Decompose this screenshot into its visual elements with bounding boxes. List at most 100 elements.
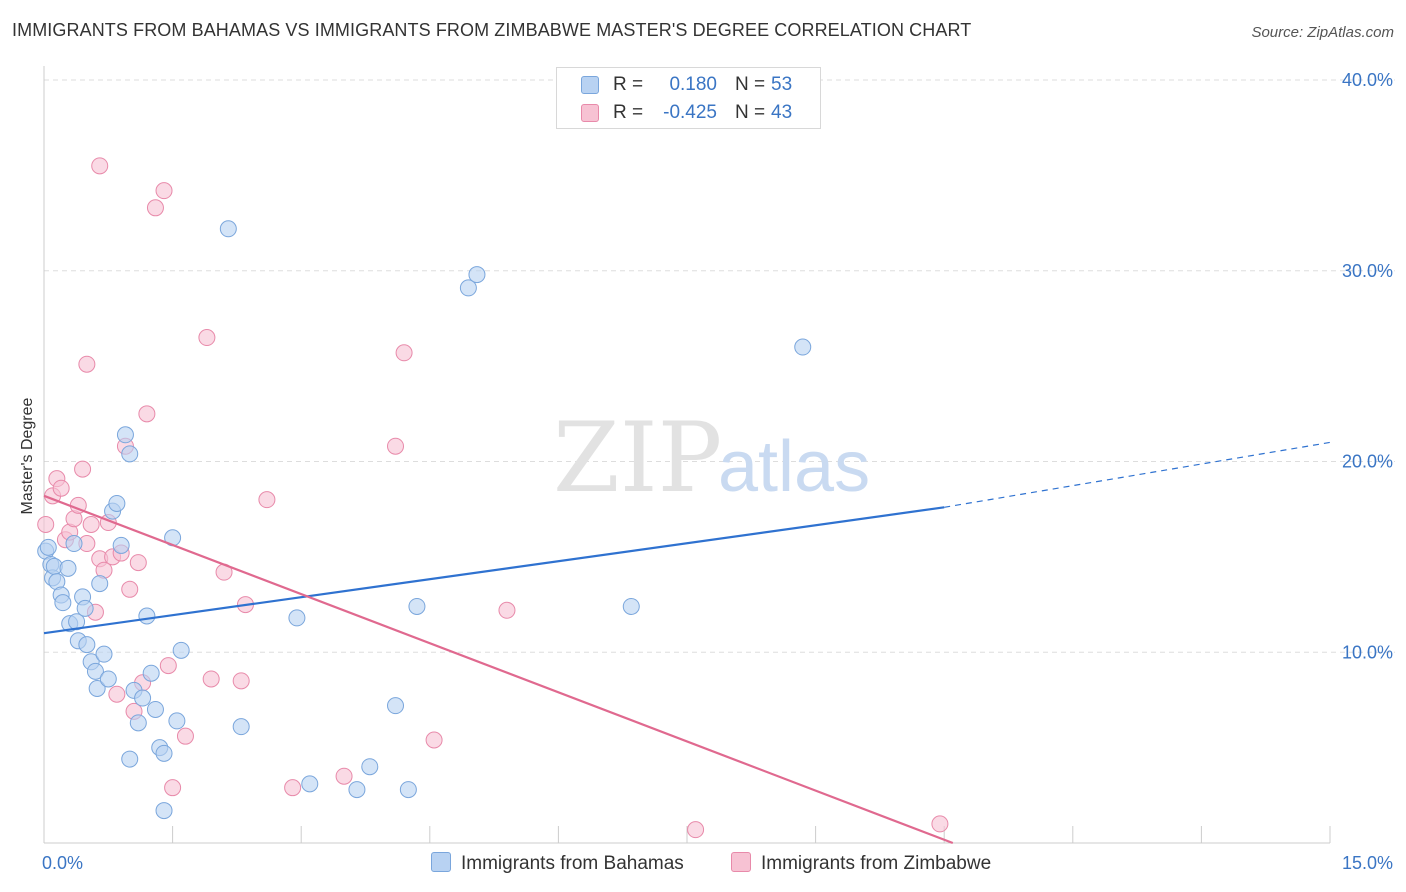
watermark-zip: ZIP [553, 402, 722, 514]
data-point [687, 821, 705, 839]
data-point [387, 437, 405, 455]
data-point [301, 775, 319, 793]
data-point [288, 609, 306, 627]
n-label: N = [735, 102, 766, 123]
data-point [121, 580, 139, 598]
data-point [129, 714, 147, 732]
data-point [39, 538, 57, 556]
y-tick-label: 30.0% [1342, 261, 1393, 281]
data-point [146, 700, 164, 718]
data-point [361, 758, 379, 776]
zimbabwe-trend-line [43, 494, 954, 845]
data-point [172, 641, 190, 659]
data-point [88, 679, 106, 697]
data-point [108, 685, 126, 703]
y-axis-label: Master's Degree [19, 397, 36, 515]
grid [44, 79, 1395, 653]
n-value: 53 [771, 74, 793, 95]
data-point [65, 535, 83, 553]
legend-label-zimbabwe: Immigrants from Zimbabwe [761, 853, 992, 874]
r-label: R = [613, 74, 644, 95]
watermark-atlas: atlas [718, 427, 870, 507]
data-point [498, 601, 516, 619]
data-point [99, 670, 117, 688]
chart-title: IMMIGRANTS FROM BAHAMAS VS IMMIGRANTS FR… [12, 20, 972, 40]
data-point [198, 329, 216, 347]
data-point [52, 479, 70, 497]
legend-swatch-bahamas [431, 852, 451, 872]
y-tick-label: 40.0% [1342, 70, 1393, 90]
data-point [794, 338, 812, 356]
legend-item-bahamas[interactable]: Immigrants from Bahamas [431, 852, 684, 875]
data-point [59, 559, 77, 577]
r-label: R = [613, 102, 644, 123]
data-point [112, 536, 130, 554]
data-point [258, 491, 276, 509]
data-point [468, 266, 486, 284]
data-point [78, 636, 96, 654]
data-point [232, 672, 250, 690]
data-point [159, 657, 177, 675]
r-value: 0.180 [669, 74, 717, 95]
data-point [95, 645, 113, 663]
data-point [76, 599, 94, 617]
data-point [116, 426, 134, 444]
data-point [78, 355, 96, 373]
data-point [459, 279, 477, 297]
data-point [164, 779, 182, 797]
data-point [176, 727, 194, 745]
data-point [134, 689, 152, 707]
n-value: 43 [771, 102, 793, 123]
bahamas-trend-extension [944, 441, 1331, 508]
bahamas-points [37, 220, 812, 820]
y-tick-label: 10.0% [1342, 642, 1393, 662]
data-point [399, 781, 417, 799]
data-point [155, 182, 173, 200]
x-tick-label: 15.0% [1342, 853, 1393, 873]
tick-labels: 10.0% 20.0% 30.0% 40.0% 0.0% 15.0% [42, 70, 1393, 873]
data-point [86, 662, 104, 680]
data-point [335, 767, 353, 785]
data-point [91, 157, 109, 175]
data-point [37, 515, 55, 533]
data-point [121, 445, 139, 463]
data-point [425, 731, 443, 749]
legend-item-zimbabwe[interactable]: Immigrants from Zimbabwe [731, 852, 991, 875]
legend-swatch-zimbabwe [731, 852, 751, 872]
x-tick-label: 0.0% [42, 853, 83, 873]
data-point [121, 750, 139, 768]
y-tick-label: 20.0% [1342, 452, 1393, 472]
data-point [202, 670, 220, 688]
zimbabwe-swatch [581, 104, 599, 122]
data-point [395, 344, 413, 362]
r-value: -0.425 [663, 102, 717, 123]
data-point [82, 515, 100, 533]
watermark: ZIP atlas [553, 402, 870, 514]
n-label: N = [735, 74, 766, 95]
data-point [74, 460, 92, 478]
data-point [387, 697, 405, 715]
legend-label-bahamas: Immigrants from Bahamas [461, 853, 684, 874]
data-point [54, 594, 72, 612]
data-point [138, 405, 156, 423]
data-point [108, 494, 126, 512]
data-point [219, 220, 237, 238]
data-point [232, 718, 250, 736]
data-point [168, 712, 186, 730]
data-point [348, 781, 366, 799]
data-point [155, 802, 173, 820]
data-point [68, 613, 86, 631]
data-point [284, 779, 302, 797]
stats-row-bahamas: R = 0.180 N = 53 [557, 71, 820, 101]
correlation-stats-box: R = 0.180 N = 53 R = -0.425 N = 43 [556, 67, 821, 129]
stats-row-zimbabwe: R = -0.425 N = 43 [557, 99, 820, 129]
bahamas-swatch [581, 76, 599, 94]
data-point [129, 554, 147, 572]
trend-lines [43, 441, 1331, 845]
axes [43, 66, 1331, 844]
data-point [155, 744, 173, 762]
source-credit: Source: ZipAtlas.com [1251, 24, 1394, 41]
data-point [622, 597, 640, 615]
data-point [408, 597, 426, 615]
